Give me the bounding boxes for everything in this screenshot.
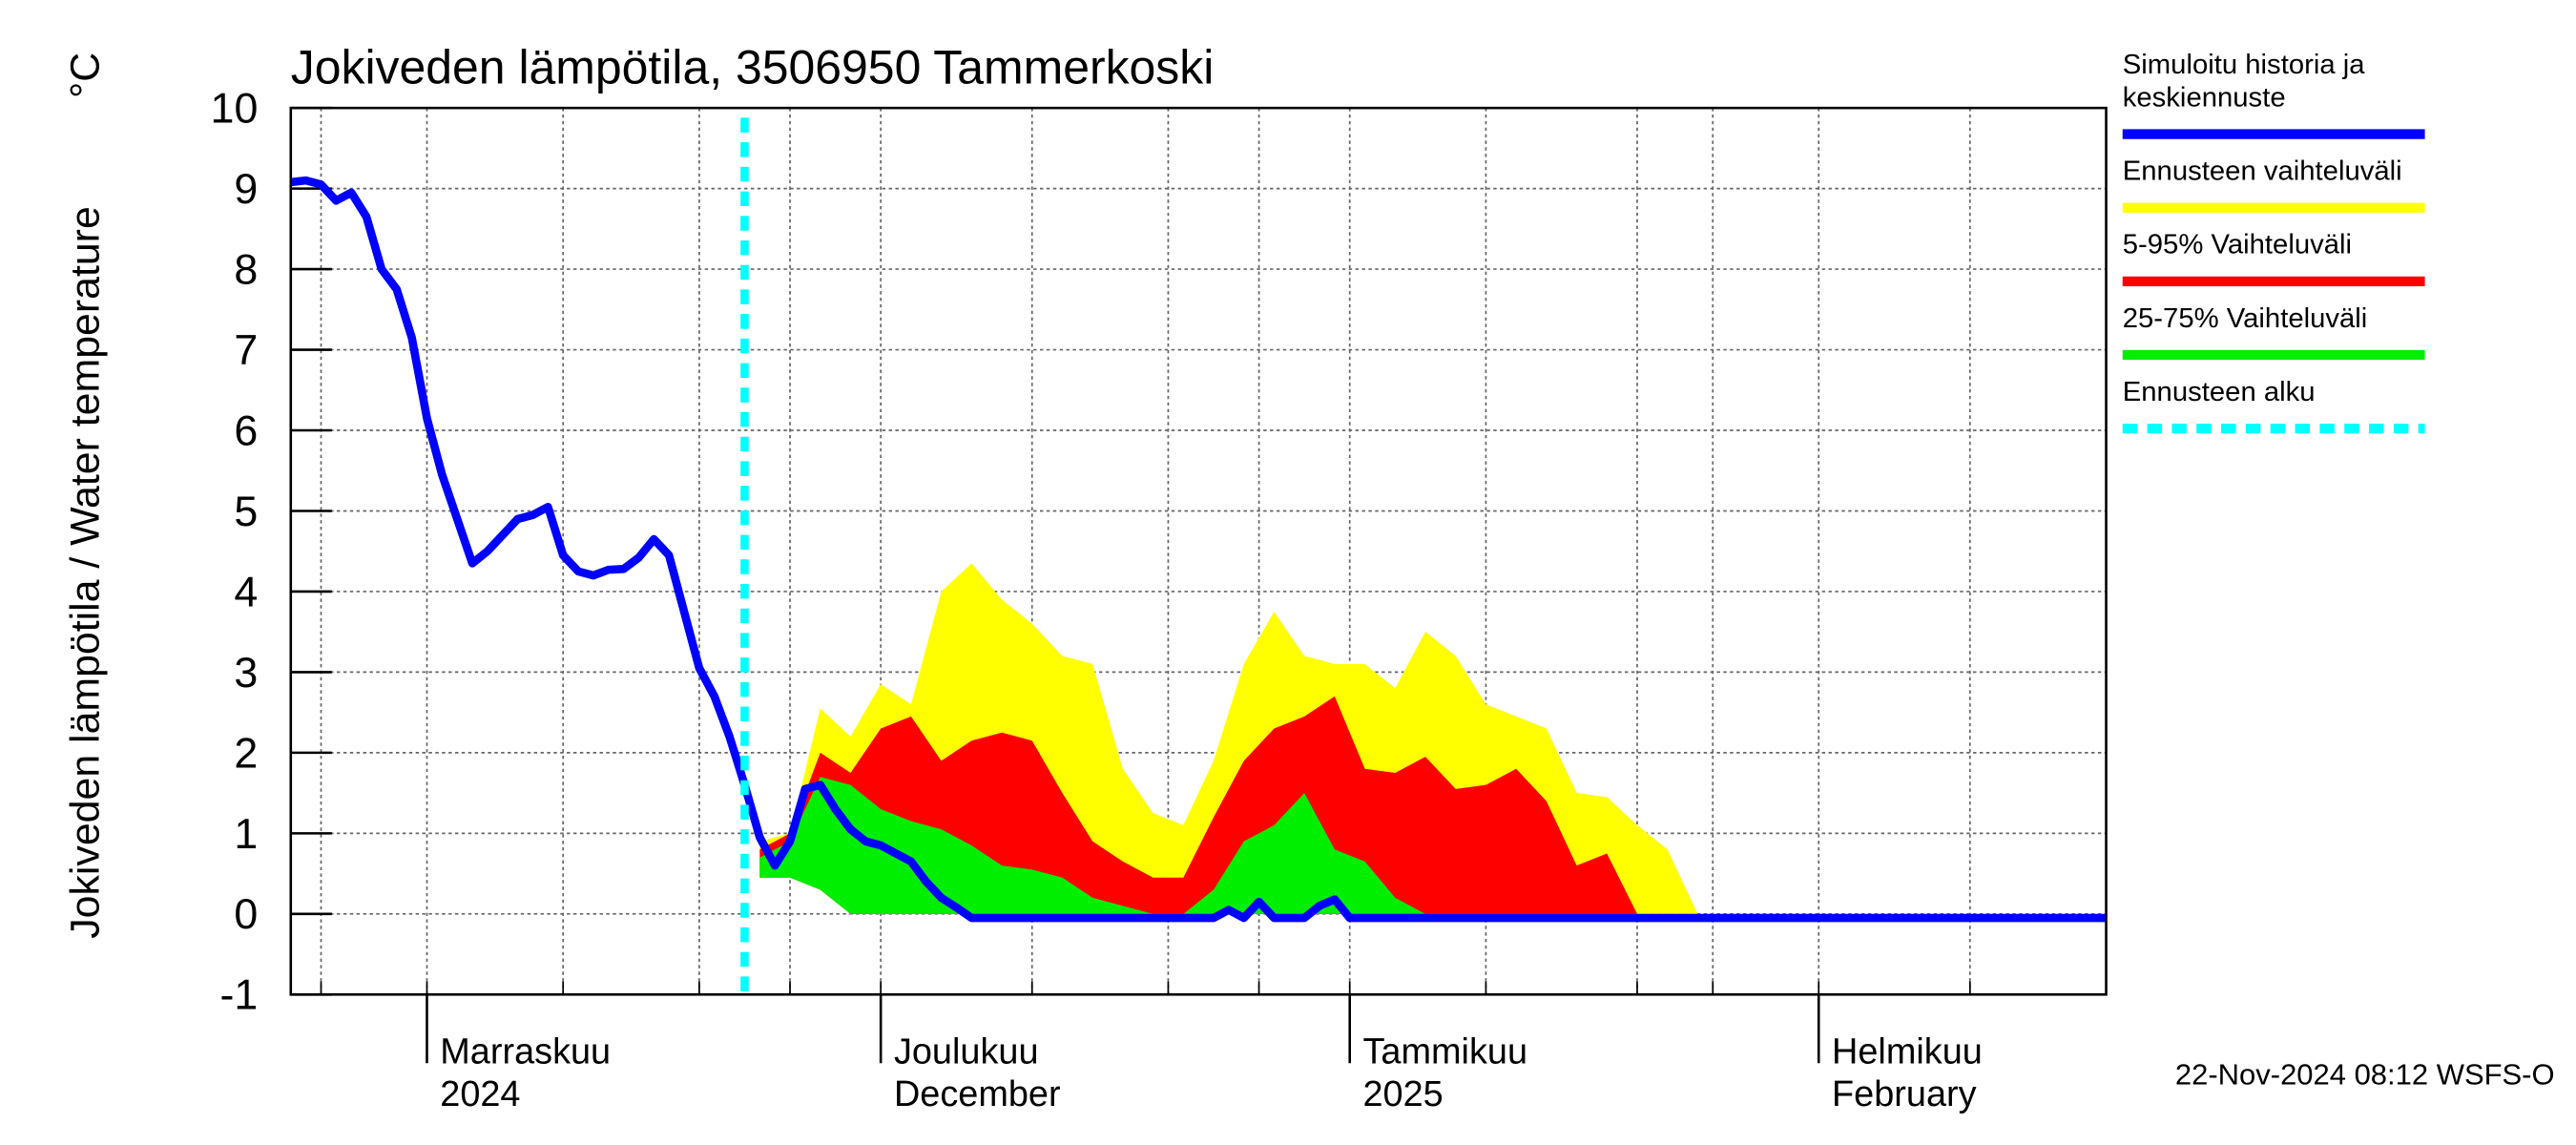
x-tick-label: Marraskuu [440,1031,611,1072]
legend-entry: 5-95% Vaihteluväli [2122,229,2353,260]
legend-label: Ennusteen alku [2122,376,2316,407]
y-tick-label: 10 [211,86,259,133]
x-tick-label: Tammikuu [1362,1031,1527,1072]
y-tick-label: 9 [234,166,258,213]
forecast-band [759,696,1698,914]
plot-frame [289,106,2108,996]
y-axis-label: Jokiveden lämpötila / Water temperature [62,206,108,939]
y-tick-label: 2 [234,730,258,777]
legend-entry: 25-75% Vaihteluväli [2122,302,2368,334]
x-tick-label: 2025 [1362,1074,1443,1114]
legend-entry: Ennusteen alku [2122,376,2316,407]
y-tick-label: 5 [234,489,258,535]
x-tick-label: December [894,1074,1061,1114]
chart-title: Jokiveden lämpötila, 3506950 Tammerkoski [291,41,1215,94]
series-line [290,176,2107,923]
legend-label: Ennusteen vaihteluväli [2122,155,2402,187]
y-tick-label: 4 [234,569,258,615]
y-tick-label: 6 [234,408,258,455]
legend-label: 25-75% Vaihteluväli [2122,302,2368,334]
x-tick-label: Helmikuu [1832,1031,1983,1072]
y-tick-label: 0 [234,891,258,938]
footer: 22-Nov-2024 08:12 WSFS-O [2175,1058,2555,1092]
x-tick-label: Joulukuu [894,1031,1039,1072]
y-axis-unit: °C [62,52,108,98]
y-tick-label: 8 [234,247,258,294]
legend-entry: Simuloitu historia ja keskiennuste [2122,49,2365,114]
forecast-band [759,777,1698,914]
y-tick-label: 3 [234,650,258,697]
y-tick-label: -1 [220,972,259,1019]
legend-label: Simuloitu historia ja keskiennuste [2122,49,2365,114]
y-tick-label: 7 [234,327,258,374]
x-tick-label: February [1832,1074,1977,1114]
legend-label: 5-95% Vaihteluväli [2122,229,2353,260]
x-tick-label: 2024 [440,1074,520,1114]
legend-entry: Ennusteen vaihteluväli [2122,155,2402,187]
y-tick-label: 1 [234,811,258,858]
